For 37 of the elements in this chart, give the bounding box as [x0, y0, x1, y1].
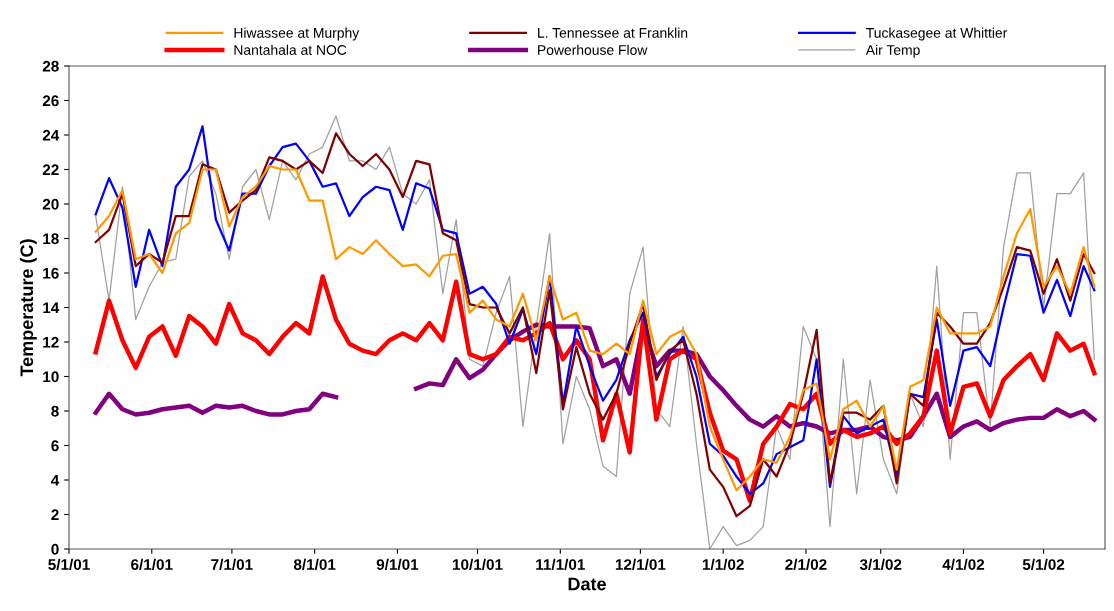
line-series: [93, 274, 1097, 503]
legend-label: Air Temp: [865, 44, 920, 58]
x-tick-label: 2/1/02: [785, 558, 827, 571]
y-tick-label: 22: [42, 164, 59, 176]
x-tick-label: 11/1/01: [536, 558, 585, 571]
y-tick-label: 16: [43, 267, 59, 279]
x-tick-label: 4/1/02: [942, 558, 985, 571]
legend-label: Hiwassee at Murphy: [234, 27, 360, 41]
x-tick-label: 1/1/02: [702, 558, 744, 571]
y-tick-label: 14: [43, 302, 60, 314]
legend-label: Tuckasegee at Whittier: [866, 27, 1008, 41]
x-tick-label: 12/1/01: [615, 558, 666, 571]
x-axis-title: Date: [568, 577, 606, 591]
y-tick-label: 0: [51, 543, 59, 555]
legend-label: L. Tennessee at Franklin: [538, 27, 688, 38]
legend-label: Nantahala at NOC: [234, 44, 347, 55]
x-tick-label: 10/1/01: [453, 558, 503, 571]
legend-label: Powerhouse Flow: [538, 44, 648, 55]
x-tick-label: 9/1/01: [376, 558, 419, 571]
x-tick-label: 3/1/02: [859, 558, 902, 571]
y-tick-label: 6: [51, 440, 59, 452]
y-tick-label: 28: [42, 60, 59, 72]
y-tick-label: 10: [43, 371, 59, 383]
x-tick-label: 8/1/01: [293, 558, 336, 571]
y-tick-label: 26: [42, 95, 59, 107]
y-tick-label: 18: [43, 233, 59, 245]
y-tick-label: 2: [51, 509, 59, 521]
y-tick-label: 20: [42, 198, 59, 210]
y-tick-label: 4: [51, 475, 60, 486]
x-tick-label: 5/1/01: [48, 558, 90, 571]
x-tick-label: 7/1/01: [211, 558, 253, 571]
y-tick-label: 8: [51, 405, 59, 417]
x-tick-label: 6/1/01: [131, 558, 173, 571]
x-tick-label: 5/1/02: [1022, 558, 1065, 571]
y-tick-label: 12: [43, 336, 59, 348]
y-tick-label: 24: [42, 129, 60, 141]
y-axis-title: Temperature (C): [19, 239, 37, 377]
